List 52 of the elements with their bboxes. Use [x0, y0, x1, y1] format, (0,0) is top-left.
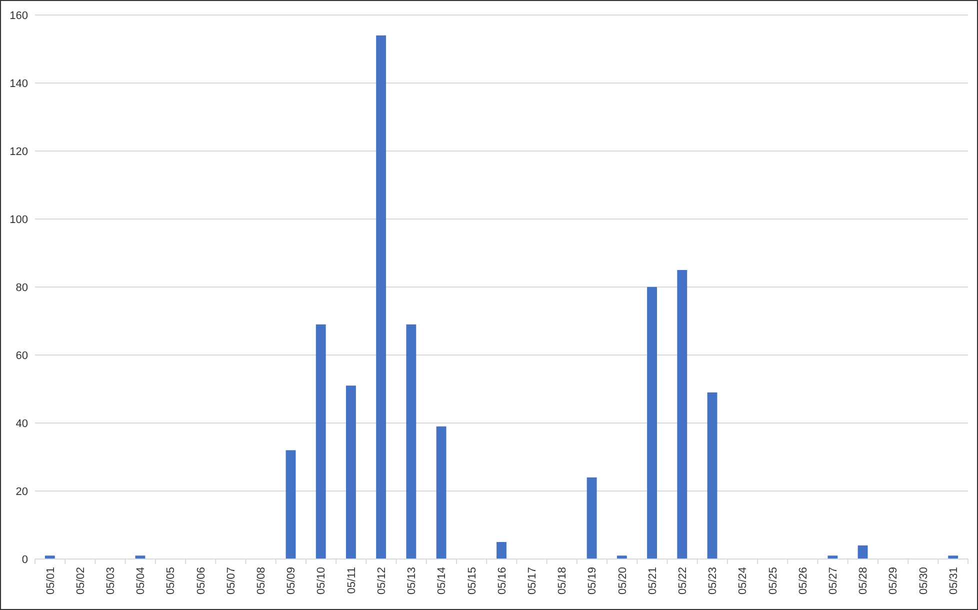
bar	[406, 324, 416, 559]
x-tick-label: 05/20	[616, 567, 629, 595]
x-tick-label: 05/03	[104, 567, 117, 595]
x-tick-label: 05/01	[44, 567, 57, 595]
x-tick-label: 05/09	[286, 567, 298, 595]
x-tick-label: 05/04	[135, 567, 148, 595]
y-tick-label: 120	[10, 146, 28, 158]
y-tick-label: 0	[22, 554, 28, 566]
x-tick-label: 05/22	[676, 567, 689, 595]
y-tick-label: 160	[10, 10, 28, 22]
x-tick-label: 05/26	[797, 567, 810, 595]
x-tick-label: 05/08	[256, 567, 268, 595]
bar	[647, 287, 657, 559]
x-tick-label: 05/21	[646, 567, 659, 595]
x-tick-label: 05/19	[586, 567, 599, 595]
x-tick-label: 05/25	[767, 567, 780, 595]
x-tick-label: 05/18	[556, 567, 569, 595]
y-tick-label: 60	[16, 350, 28, 362]
bar	[586, 477, 597, 559]
x-tick-label: 05/06	[195, 567, 208, 595]
x-tick-label: 05/30	[918, 567, 930, 595]
bar	[286, 450, 296, 559]
x-tick-label: 05/17	[526, 567, 538, 595]
bar	[436, 426, 446, 559]
x-tick-label: 05/13	[406, 567, 418, 595]
y-tick-label: 140	[10, 78, 28, 90]
x-tick-label: 05/11	[346, 567, 358, 594]
x-tick-label: 05/27	[828, 567, 840, 595]
y-tick-label: 20	[16, 486, 28, 498]
x-tick-label: 05/28	[858, 567, 870, 595]
x-tick-label: 05/05	[165, 567, 178, 595]
x-tick-label: 05/07	[225, 567, 238, 595]
x-tick-label: 05/14	[436, 567, 448, 595]
x-tick-label: 05/24	[737, 567, 750, 595]
x-tick-label: 05/12	[376, 567, 388, 595]
bar	[707, 392, 718, 559]
x-tick-label: 05/10	[316, 567, 328, 595]
bar	[316, 324, 326, 559]
bar	[376, 35, 386, 559]
x-tick-label: 05/02	[74, 567, 87, 595]
bar	[496, 542, 506, 559]
bar	[346, 386, 356, 559]
x-tick-label: 05/16	[496, 567, 508, 595]
y-tick-label: 40	[16, 418, 28, 430]
x-tick-label: 05/23	[707, 567, 720, 595]
bar	[677, 270, 688, 559]
y-tick-label: 80	[16, 282, 28, 294]
x-tick-label: 05/29	[888, 567, 900, 595]
bar	[858, 545, 868, 559]
y-tick-label: 100	[10, 214, 28, 226]
x-tick-label: 05/31	[948, 567, 960, 595]
x-tick-label: 05/15	[466, 567, 478, 595]
